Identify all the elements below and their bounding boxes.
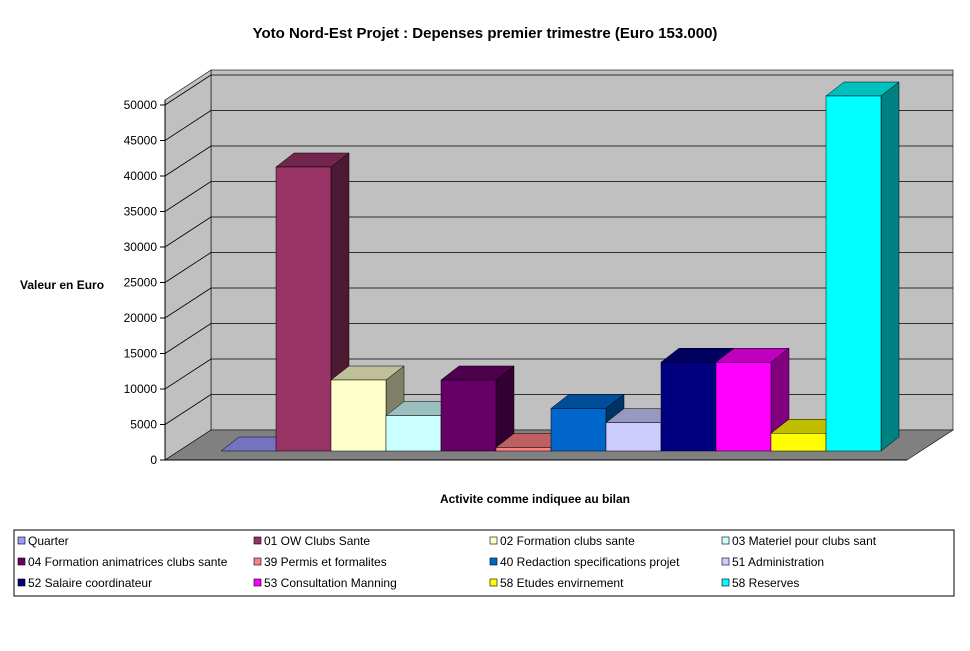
y-tick-label: 10000	[124, 382, 158, 396]
legend-item: 52 Salaire coordinateur	[17, 576, 152, 590]
legend-item: 58 Reserves	[721, 576, 799, 590]
y-axis-ticks: 0 5000 10000 15000 20000 25000 30000 35000 40000…	[124, 98, 907, 467]
legend-label: 39 Permis et formalites	[264, 555, 387, 569]
gridline-side	[164, 323, 212, 354]
y-tick-label: 0	[150, 453, 157, 467]
bar-front	[715, 362, 772, 452]
y-tick-label: 25000	[124, 276, 158, 290]
bar-side	[880, 81, 900, 452]
legend-item: 03 Materiel pour clubs sant	[721, 534, 877, 548]
legend-label: 02 Formation clubs sante	[500, 534, 635, 548]
gridline-side	[164, 216, 212, 248]
legend-swatch	[253, 536, 262, 545]
legend-label: 04 Formation animatrices clubs sante	[28, 555, 228, 569]
y-tick-label: 20000	[124, 311, 158, 325]
gridline-side	[164, 394, 212, 425]
legend-swatch	[489, 536, 498, 545]
legend-item: 51 Administration	[721, 555, 824, 569]
bar-front	[825, 95, 882, 452]
y-axis-label: Valeur en Euro	[20, 278, 104, 292]
legend-swatch	[489, 557, 498, 566]
bar-front	[660, 362, 717, 452]
y-tick-label: 40000	[124, 169, 158, 183]
legend-label: 58 Etudes envirnement	[500, 576, 624, 590]
gridline-side	[164, 74, 212, 106]
side-wall	[164, 69, 212, 461]
y-tick-label: 5000	[130, 418, 157, 432]
legend-swatch	[721, 578, 730, 587]
legend-item: 40 Redaction specifications projet	[489, 555, 680, 569]
bar-front	[385, 415, 442, 452]
bar-front	[275, 166, 332, 452]
bar-front	[440, 379, 497, 452]
gridline-side	[164, 358, 212, 390]
y-tick-label: 15000	[124, 347, 158, 361]
legend: Quarter 01 OW Clubs Sante 02 Formation clu…	[17, 534, 877, 590]
legend-label: Quarter	[28, 534, 69, 548]
chart-title: Yoto Nord-Est Projet : Depenses premier …	[253, 25, 718, 42]
legend-label: 01 OW Clubs Sante	[264, 534, 370, 548]
legend-label: 53 Consultation Manning	[264, 576, 397, 590]
gridline-side	[164, 287, 212, 319]
bar	[825, 81, 900, 452]
y-tick-label: 45000	[124, 134, 158, 148]
legend-item: 02 Formation clubs sante	[489, 534, 635, 548]
bar-front	[605, 422, 662, 452]
y-tick-label: 35000	[124, 205, 158, 219]
legend-label: 52 Salaire coordinateur	[28, 576, 152, 590]
y-tick-label: 30000	[124, 240, 158, 254]
x-axis-label: Activite comme indiquee au bilan	[440, 492, 630, 506]
bar	[440, 365, 515, 452]
legend-item: 58 Etudes envirnement	[489, 576, 624, 590]
legend-swatch	[253, 578, 262, 587]
legend-box	[13, 529, 955, 597]
legend-label: 58 Reserves	[732, 576, 799, 590]
bar-front	[550, 408, 607, 452]
legend-item: 04 Formation animatrices clubs sante	[17, 555, 228, 569]
gridline-side	[164, 145, 212, 177]
bar-front	[770, 433, 827, 452]
legend-swatch	[721, 536, 730, 545]
gridline-side	[164, 110, 212, 141]
legend-swatch	[17, 536, 26, 545]
bar-front	[495, 447, 552, 452]
legend-swatch	[253, 557, 262, 566]
gridline-side	[164, 181, 212, 212]
legend-swatch	[17, 557, 26, 566]
bars	[220, 81, 900, 452]
bar-front	[330, 379, 387, 452]
gridline-side	[164, 252, 212, 283]
legend-label: 40 Redaction specifications projet	[500, 555, 680, 569]
legend-label: 51 Administration	[732, 555, 824, 569]
legend-item: 01 OW Clubs Sante	[253, 534, 370, 548]
legend-label: 03 Materiel pour clubs sant	[732, 534, 877, 548]
y-tick-label: 50000	[124, 98, 158, 112]
legend-item: 53 Consultation Manning	[253, 576, 397, 590]
legend-swatch	[17, 578, 26, 587]
bar	[715, 347, 790, 452]
legend-item: 39 Permis et formalites	[253, 555, 387, 569]
legend-swatch	[721, 557, 730, 566]
legend-swatch	[489, 578, 498, 587]
legend-item: Quarter	[17, 534, 69, 548]
